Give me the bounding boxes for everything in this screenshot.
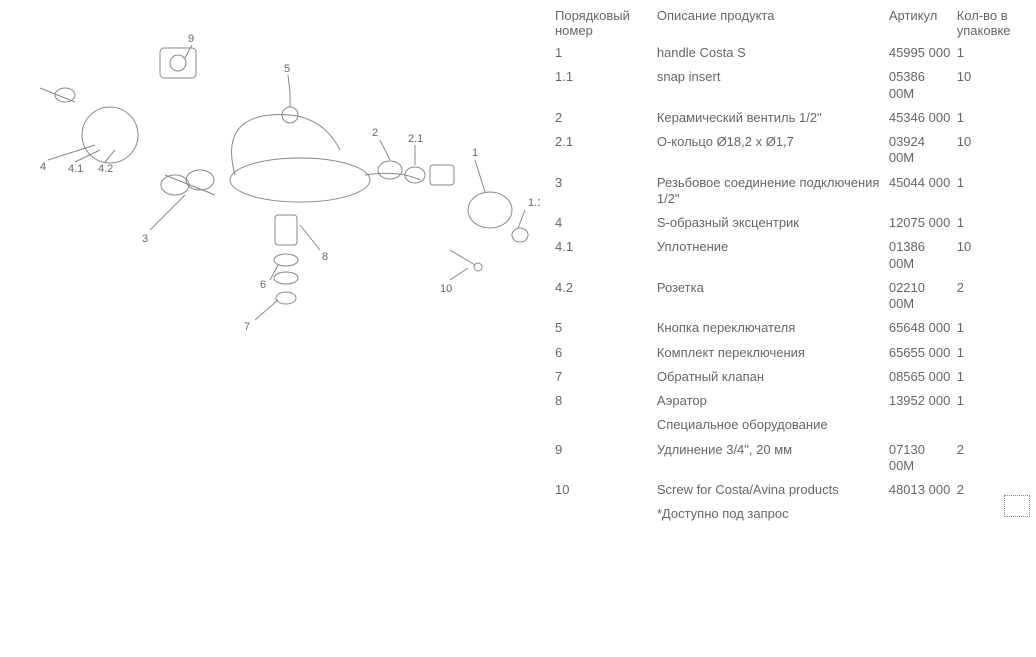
cell-desc: Керамический вентиль 1/2" [657,106,889,130]
cell-qty: 1 [957,106,1036,130]
cell-art: 05386 00M [889,65,957,106]
cell-art: 03924 00M [889,130,957,171]
cell-art: 48013 000 [889,478,957,502]
cell-art: 45995 000 [889,41,957,65]
svg-text:2.1: 2.1 [408,133,423,145]
svg-text:9: 9 [188,33,194,45]
cell-num: 1.1 [555,65,657,106]
cell-art: 02210 00M [889,276,957,317]
cell-qty: 1 [957,211,1036,235]
table-row: 2.1O-кольцо Ø18,2 x Ø1,703924 00M10 [555,130,1036,171]
cell-desc: Розетка [657,276,889,317]
cell-qty: 1 [957,341,1036,365]
table-row: 8Аэратор13952 0001 [555,389,1036,413]
cell-num: 4.2 [555,276,657,317]
cell-art: 65648 000 [889,316,957,340]
svg-text:4.2: 4.2 [98,163,113,175]
cell-desc: Кнопка переключателя [657,316,889,340]
table-header-row: Порядковый номер Описание продукта Артик… [555,5,1036,41]
header-qty: Кол-во в упаковке [957,5,1036,41]
cell-qty: 10 [957,65,1036,106]
cell-num: 8 [555,389,657,413]
cell-art: 65655 000 [889,341,957,365]
diagram-svg: 4 4.1 4.2 9 3 5 2 2.1 1 1.1 8 6 7 10 [20,20,540,340]
cell-qty: 10 [957,130,1036,171]
svg-text:2: 2 [372,127,378,139]
section-special-equipment: Специальное оборудование [555,413,1036,437]
parts-table: Порядковый номер Описание продукта Артик… [555,5,1036,527]
cell-art: 12075 000 [889,211,957,235]
cell-desc: Обратный клапан [657,365,889,389]
cell-art: 45346 000 [889,106,957,130]
cell-num: 3 [555,171,657,212]
svg-text:1: 1 [472,147,478,159]
table-row: 10Screw for Costa/Avina products48013 00… [555,478,1036,502]
header-art: Артикул [889,5,957,41]
cell-num: 4.1 [555,235,657,276]
cell-desc: O-кольцо Ø18,2 x Ø1,7 [657,130,889,171]
table-row: 6Комплект переключения65655 0001 [555,341,1036,365]
cell-num: 2.1 [555,130,657,171]
cell-num: 5 [555,316,657,340]
svg-text:1.1: 1.1 [528,197,540,209]
cell-art: 01386 00M [889,235,957,276]
cell-qty: 1 [957,389,1036,413]
footnote-row: *Доступно под запрос [555,502,1036,526]
header-desc: Описание продукта [657,5,889,41]
svg-text:7: 7 [244,321,250,333]
cell-desc: Комплект переключения [657,341,889,365]
cell-qty: 1 [957,41,1036,65]
footnote: *Доступно под запрос [657,502,1036,526]
exploded-diagram: 4 4.1 4.2 9 3 5 2 2.1 1 1.1 8 6 7 10 [0,0,555,657]
svg-text:6: 6 [260,279,266,291]
cell-desc: Уплотнение [657,235,889,276]
cell-desc: Аэратор [657,389,889,413]
cell-qty: 1 [957,316,1036,340]
cell-num: 6 [555,341,657,365]
table-row: 1handle Costa S45995 0001 [555,41,1036,65]
cell-art: 07130 00M [889,438,957,479]
cell-art: 45044 000 [889,171,957,212]
section-title: Специальное оборудование [657,413,889,437]
cell-num: 4 [555,211,657,235]
cell-desc: handle Costa S [657,41,889,65]
svg-text:5: 5 [284,63,290,75]
cell-desc: snap insert [657,65,889,106]
table-row: 7Обратный клапан08565 0001 [555,365,1036,389]
table-row: 5Кнопка переключателя65648 0001 [555,316,1036,340]
table-row: 4.1Уплотнение01386 00M10 [555,235,1036,276]
svg-text:3: 3 [142,233,148,245]
svg-text:4.1: 4.1 [68,163,83,175]
cell-num: 2 [555,106,657,130]
table-row: 9Удлинение 3/4", 20 мм07130 00M2 [555,438,1036,479]
cell-qty: 2 [957,438,1036,479]
header-num: Порядковый номер [555,5,657,41]
table-row: 1.1snap insert05386 00M10 [555,65,1036,106]
cell-num: 10 [555,478,657,502]
table-row: 2Керамический вентиль 1/2"45346 0001 [555,106,1036,130]
cell-qty: 1 [957,171,1036,212]
cell-num: 1 [555,41,657,65]
table-row: 4.2Розетка02210 00M2 [555,276,1036,317]
cell-art: 13952 000 [889,389,957,413]
svg-text:4: 4 [40,161,46,173]
selection-marker [1004,495,1030,517]
table-row: 3Резьбовое соединение подключения 1/2"45… [555,171,1036,212]
svg-text:8: 8 [322,251,328,263]
cell-desc: Удлинение 3/4", 20 мм [657,438,889,479]
cell-num: 9 [555,438,657,479]
cell-desc: Резьбовое соединение подключения 1/2" [657,171,889,212]
svg-text:10: 10 [440,283,452,295]
cell-qty: 1 [957,365,1036,389]
cell-num: 7 [555,365,657,389]
cell-art: 08565 000 [889,365,957,389]
table-row: 4S-образный эксцентрик12075 0001 [555,211,1036,235]
cell-qty: 10 [957,235,1036,276]
cell-desc: S-образный эксцентрик [657,211,889,235]
cell-qty: 2 [957,276,1036,317]
cell-desc: Screw for Costa/Avina products [657,478,889,502]
